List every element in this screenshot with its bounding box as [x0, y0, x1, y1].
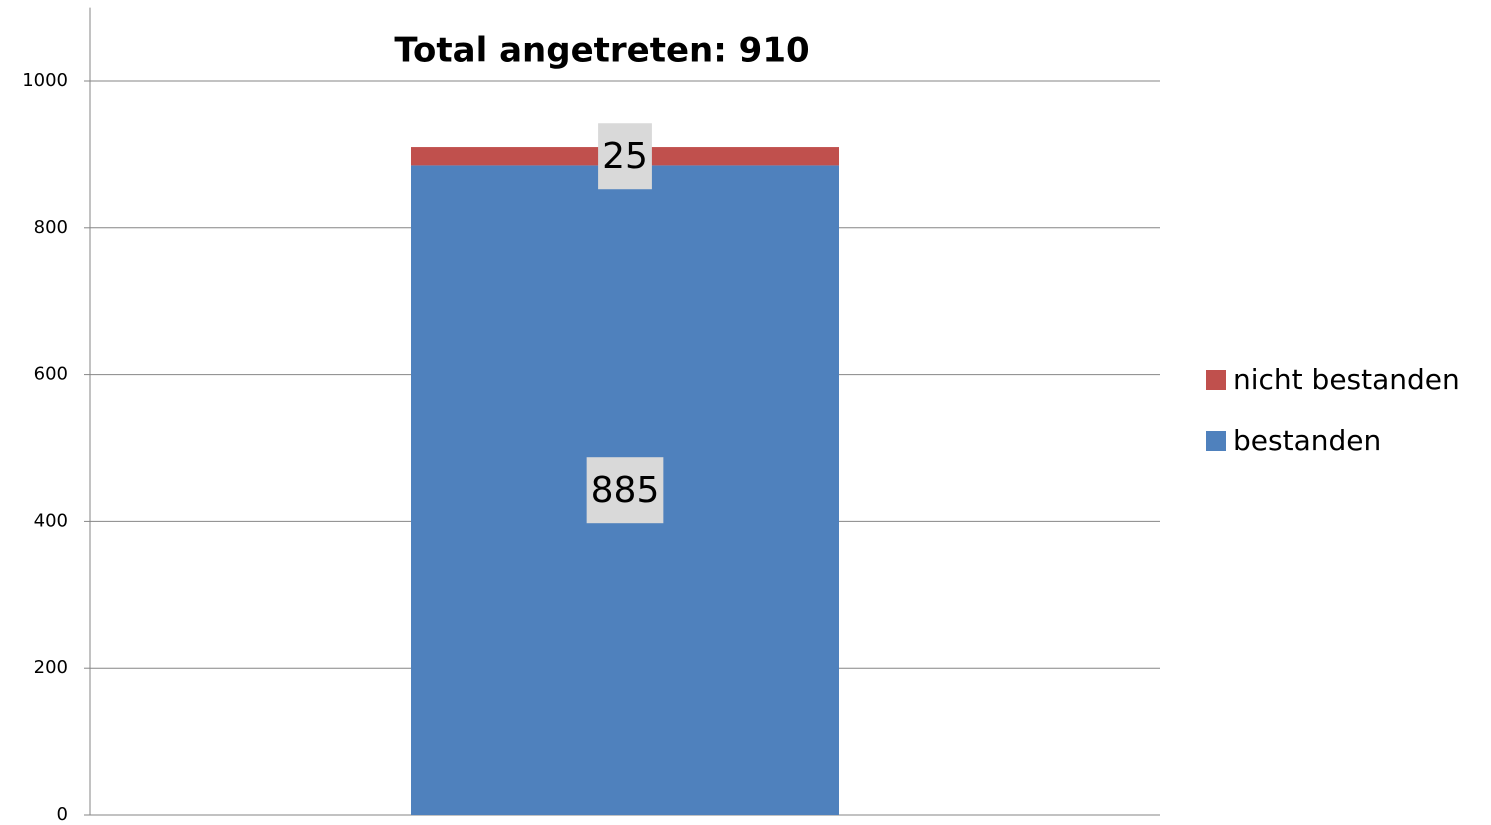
y-tick-label: 800: [34, 217, 68, 238]
y-tick-label: 1000: [22, 70, 68, 91]
legend-swatch: [1206, 431, 1226, 451]
data-label: 885: [591, 470, 660, 511]
legend-label: nicht bestanden: [1233, 363, 1460, 396]
y-tick-label: 0: [57, 804, 68, 825]
data-label-box: [586, 457, 664, 524]
y-tick-label: 200: [34, 657, 68, 678]
legend-label: bestanden: [1233, 424, 1381, 457]
chart-title: Total angetreten: 910: [394, 31, 809, 71]
data-label-box: [598, 123, 652, 190]
y-tick-label: 400: [34, 510, 68, 531]
data-label: 25: [602, 136, 648, 177]
y-tick-label: 600: [34, 364, 68, 385]
legend-swatch: [1206, 370, 1226, 390]
